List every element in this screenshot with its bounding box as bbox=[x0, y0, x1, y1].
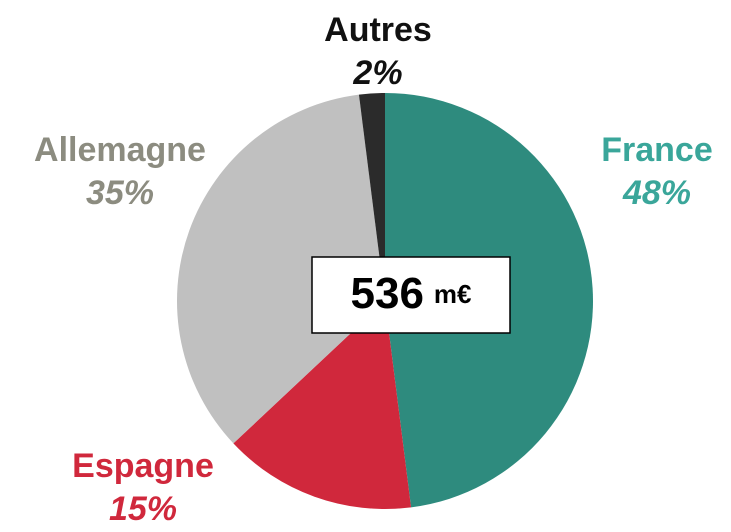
slice-name: Allemagne bbox=[34, 131, 206, 169]
slice-value-label: 48% bbox=[622, 174, 691, 212]
pie bbox=[176, 93, 594, 509]
pie-slice bbox=[358, 93, 385, 301]
total-box bbox=[311, 256, 511, 334]
pie-slice bbox=[176, 94, 385, 444]
slice-value-label: 2% bbox=[352, 54, 402, 92]
slice-name: Espagne bbox=[72, 447, 214, 485]
slice-name: France bbox=[601, 131, 713, 169]
slice-name: Autres bbox=[324, 11, 432, 49]
slice-value-label: 15% bbox=[109, 490, 177, 528]
total-value: 536 bbox=[351, 269, 424, 318]
slice-value-label: 35% bbox=[86, 174, 154, 212]
pie-slice bbox=[233, 301, 412, 509]
total-label: 536 m€ bbox=[351, 269, 472, 318]
total-unit: m€ bbox=[434, 279, 472, 309]
